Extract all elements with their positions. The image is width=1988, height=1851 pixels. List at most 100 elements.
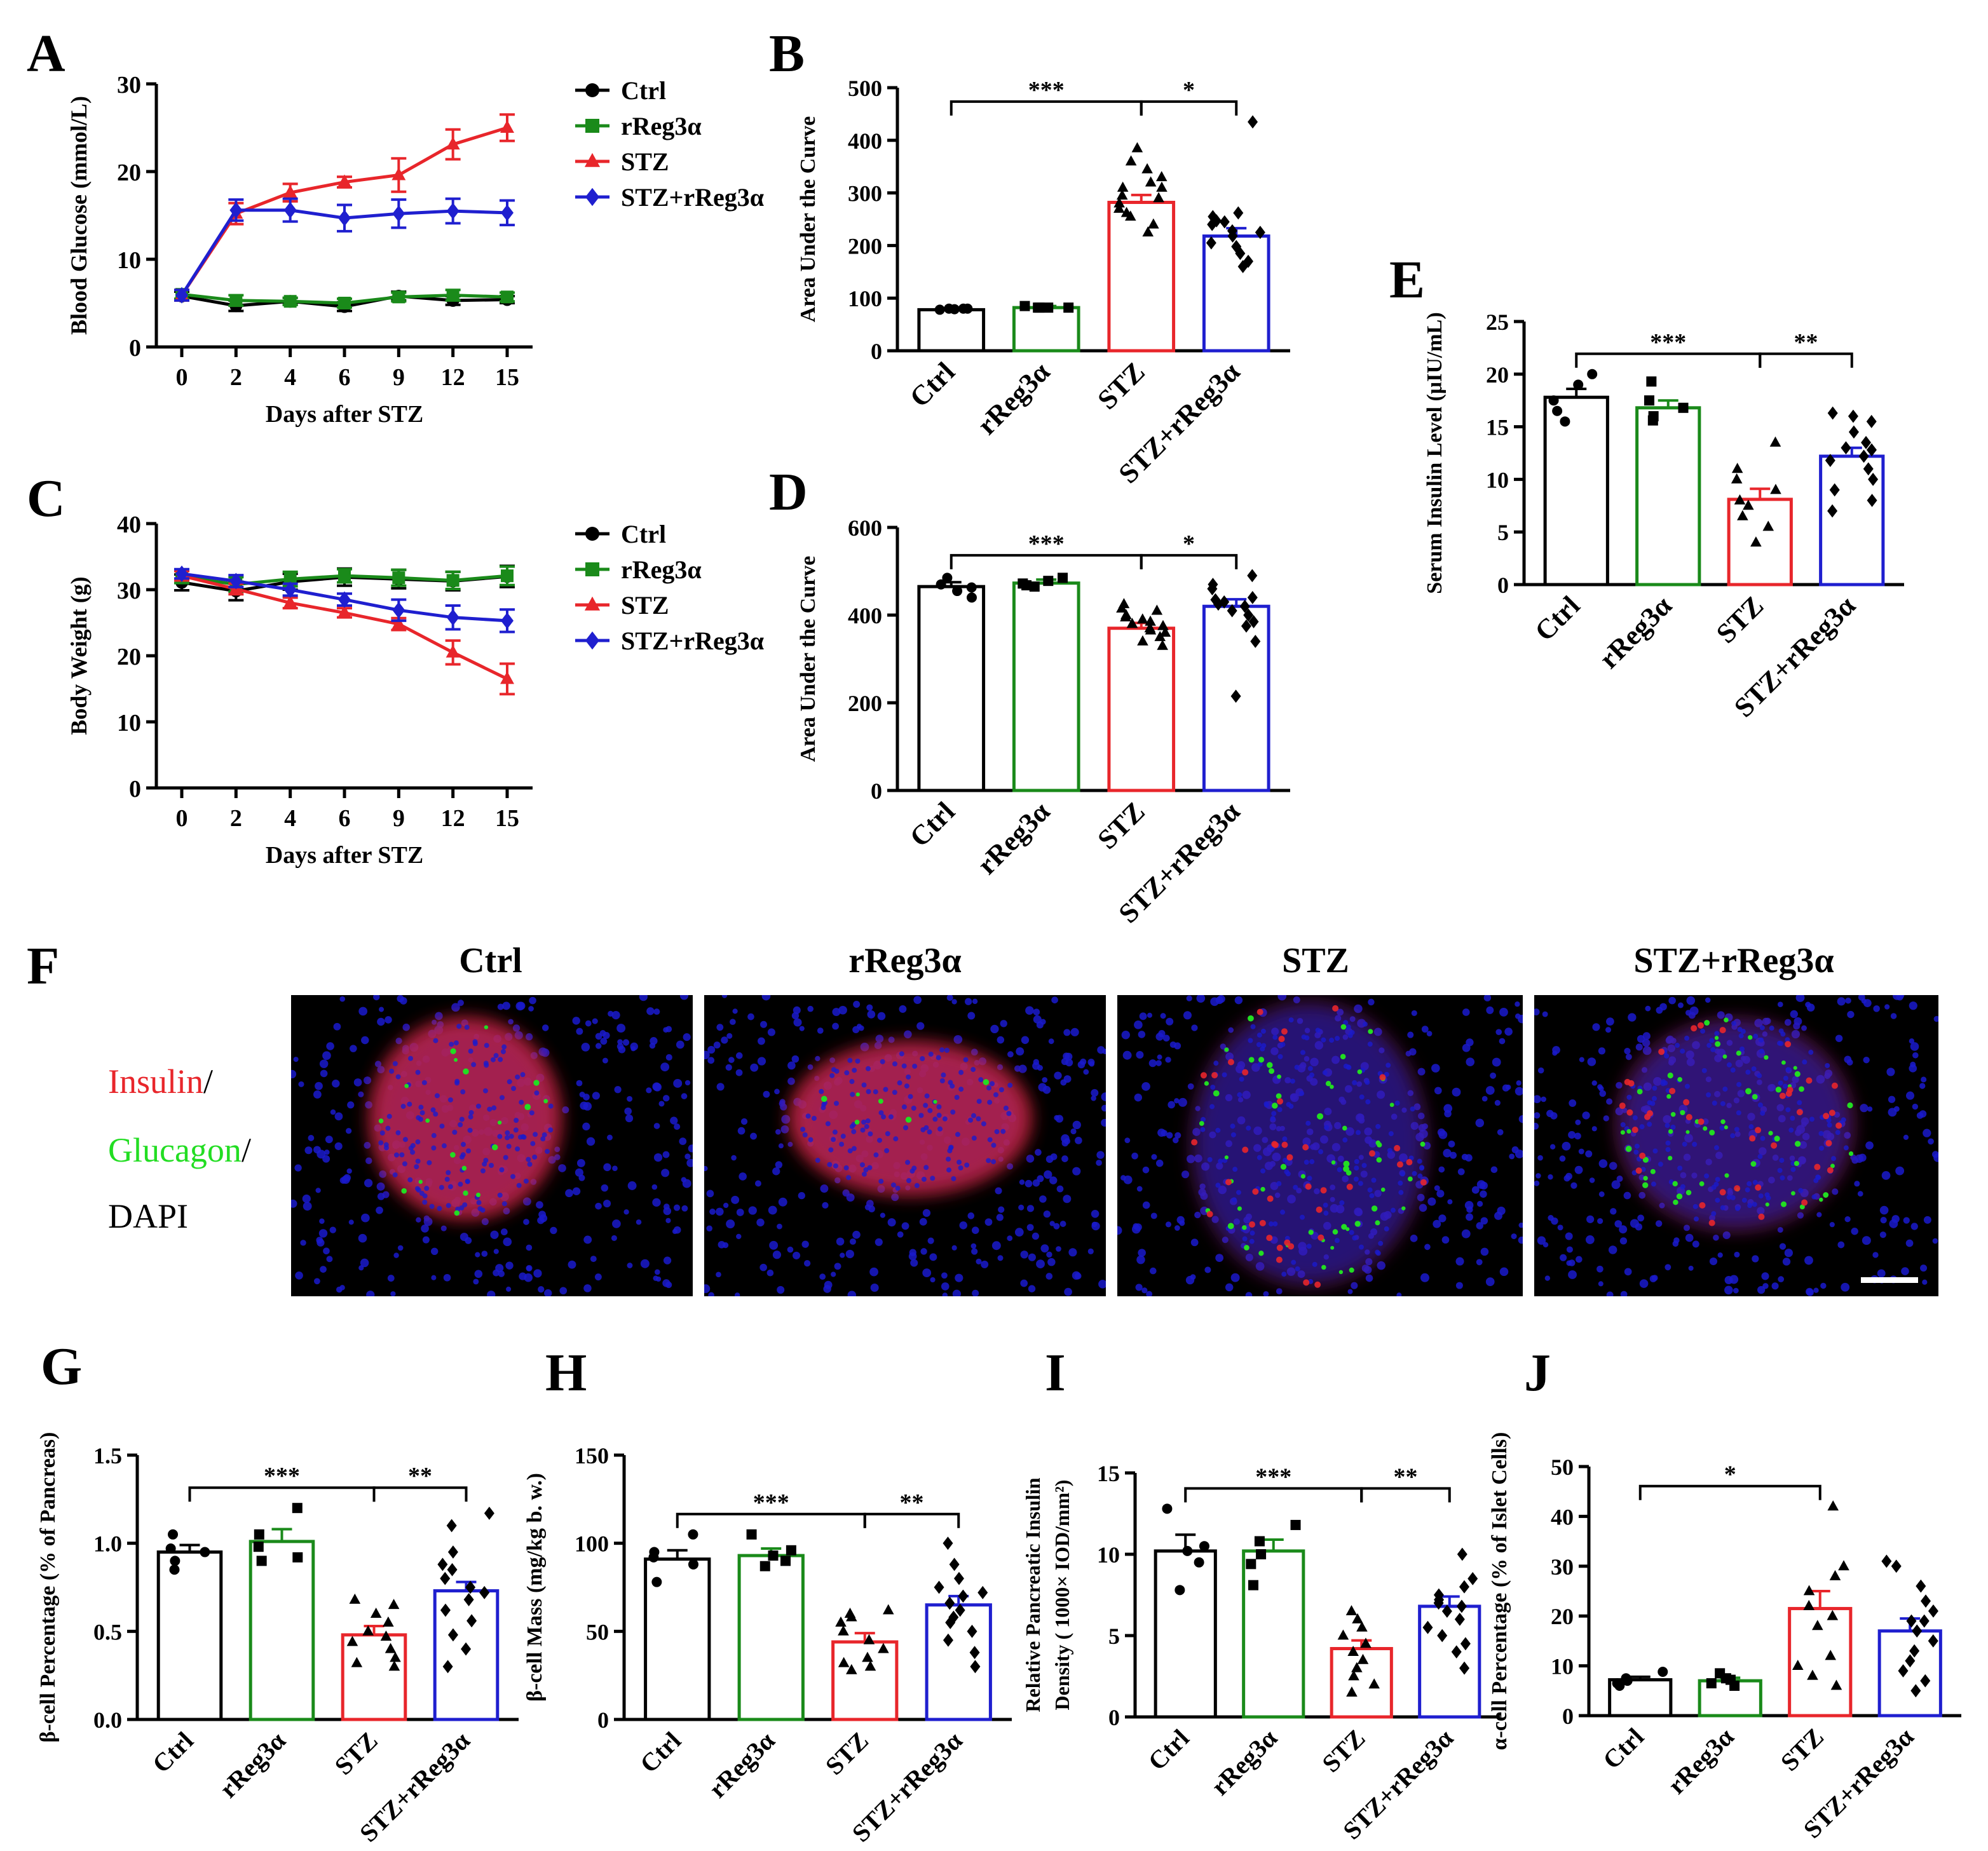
islet-nucleus bbox=[1284, 1169, 1290, 1175]
islet-nucleus bbox=[1209, 1104, 1215, 1109]
islet-nucleus bbox=[1651, 1095, 1657, 1101]
insulin-cell bbox=[1266, 1235, 1273, 1242]
islet-nucleus bbox=[1639, 1124, 1645, 1130]
islet-nucleus bbox=[885, 1131, 890, 1137]
nucleus bbox=[1480, 1217, 1488, 1225]
nucleus bbox=[880, 1212, 886, 1218]
x-tick-label: Ctrl bbox=[1528, 590, 1586, 647]
islet-nucleus bbox=[500, 1048, 506, 1054]
scatter-point bbox=[953, 1571, 964, 1585]
islet-nucleus bbox=[1759, 1048, 1765, 1054]
nucleus bbox=[1157, 1129, 1166, 1137]
series-3 bbox=[174, 566, 515, 634]
nucleus bbox=[1485, 1086, 1495, 1095]
series-3 bbox=[174, 197, 515, 304]
y-axis-label: Area Under the Curve bbox=[796, 556, 820, 763]
islet-nuclei bbox=[1620, 1022, 1850, 1228]
nucleus bbox=[704, 1165, 708, 1172]
nucleus bbox=[1020, 1251, 1028, 1259]
nucleus bbox=[778, 1197, 787, 1207]
islet-nucleus bbox=[1843, 1145, 1849, 1151]
islet-nucleus bbox=[1201, 1116, 1206, 1122]
nucleus bbox=[1665, 1264, 1671, 1271]
nucleus bbox=[1805, 1001, 1811, 1008]
x-tick-label: STZ bbox=[1775, 1723, 1829, 1777]
islet-nucleus bbox=[852, 1068, 857, 1073]
nucleus bbox=[1905, 1239, 1914, 1247]
glucagon-cell bbox=[1703, 1126, 1708, 1131]
nucleus bbox=[393, 1252, 399, 1258]
glucagon-cell bbox=[905, 1116, 912, 1123]
data-point bbox=[392, 571, 405, 585]
islet-nucleus bbox=[1751, 1066, 1757, 1072]
y-tick-label: 10 bbox=[117, 710, 141, 736]
islet-nucleus bbox=[1788, 1127, 1794, 1133]
data-point bbox=[283, 573, 297, 586]
scatter-point bbox=[1219, 215, 1230, 229]
islet-nucleus bbox=[1249, 1238, 1255, 1244]
nucleus bbox=[1841, 1282, 1850, 1292]
islet-nucleus bbox=[1324, 1125, 1330, 1130]
islet-nucleus bbox=[1375, 1123, 1381, 1129]
nucleus bbox=[1194, 1211, 1201, 1219]
islet-nucleus bbox=[1294, 1064, 1300, 1070]
insulin-cell bbox=[1779, 1092, 1786, 1099]
glucagon-cell bbox=[1244, 1245, 1249, 1251]
islet-nucleus bbox=[1779, 1158, 1785, 1163]
significance-label: *** bbox=[1255, 1463, 1291, 1490]
islet-nucleus bbox=[998, 1087, 1004, 1092]
data-point bbox=[446, 574, 460, 587]
islet-nucleus bbox=[994, 1129, 1000, 1134]
nucleus bbox=[1606, 1017, 1614, 1026]
nucleus bbox=[1881, 1171, 1891, 1180]
islet-nucleus bbox=[490, 1057, 496, 1062]
islet-nucleus bbox=[893, 1136, 899, 1142]
islet-nucleus bbox=[1740, 1029, 1746, 1034]
nucleus bbox=[1850, 1154, 1856, 1161]
nucleus bbox=[1886, 1068, 1895, 1076]
nucleus bbox=[799, 1026, 805, 1031]
glucagon-cell bbox=[1823, 1192, 1829, 1198]
data-point bbox=[446, 137, 460, 150]
nucleus bbox=[1155, 1159, 1164, 1167]
nucleus bbox=[361, 1213, 370, 1223]
nucleus bbox=[576, 1158, 585, 1167]
nucleus bbox=[772, 1251, 782, 1259]
nucleus bbox=[793, 1006, 801, 1014]
nucleus bbox=[831, 1271, 836, 1277]
islet-nucleus bbox=[906, 1178, 911, 1184]
nucleus bbox=[1562, 1141, 1571, 1151]
nucleus bbox=[1518, 1222, 1523, 1228]
islet-nucleus bbox=[849, 1123, 855, 1129]
nucleus bbox=[503, 1237, 512, 1247]
nucleus bbox=[1846, 1059, 1853, 1066]
nucleus bbox=[1049, 1221, 1055, 1226]
nucleus bbox=[707, 1057, 715, 1064]
nucleus bbox=[849, 1238, 856, 1245]
nucleus bbox=[1134, 1094, 1143, 1102]
nucleus bbox=[522, 1197, 531, 1206]
nucleus bbox=[1620, 1291, 1628, 1296]
insulin-cell bbox=[1394, 1144, 1401, 1151]
islet-nucleus bbox=[936, 1113, 942, 1118]
scatter-point bbox=[1827, 1500, 1839, 1511]
nucleus bbox=[611, 1235, 617, 1241]
scatter-point bbox=[1246, 1559, 1256, 1570]
nucleus bbox=[832, 1008, 841, 1016]
scatter-point bbox=[1248, 614, 1259, 628]
scatter-point bbox=[1829, 483, 1840, 497]
glucagon-cell bbox=[1368, 1029, 1373, 1034]
islet-nucleus bbox=[957, 1160, 962, 1165]
islet-nucleus bbox=[948, 1080, 953, 1085]
nucleus bbox=[1614, 1220, 1623, 1228]
nucleus bbox=[1684, 1224, 1690, 1231]
insulin-cell bbox=[1631, 1127, 1638, 1134]
nucleus bbox=[1455, 1282, 1463, 1289]
data-point bbox=[391, 167, 406, 180]
nucleus bbox=[1141, 1081, 1150, 1091]
stain-dapi-label: DAPI bbox=[108, 1197, 188, 1235]
scatter-point bbox=[1921, 1594, 1931, 1608]
islet-nucleus bbox=[1758, 1193, 1764, 1199]
islet-nucleus bbox=[1230, 1132, 1236, 1137]
data-point bbox=[175, 566, 188, 583]
